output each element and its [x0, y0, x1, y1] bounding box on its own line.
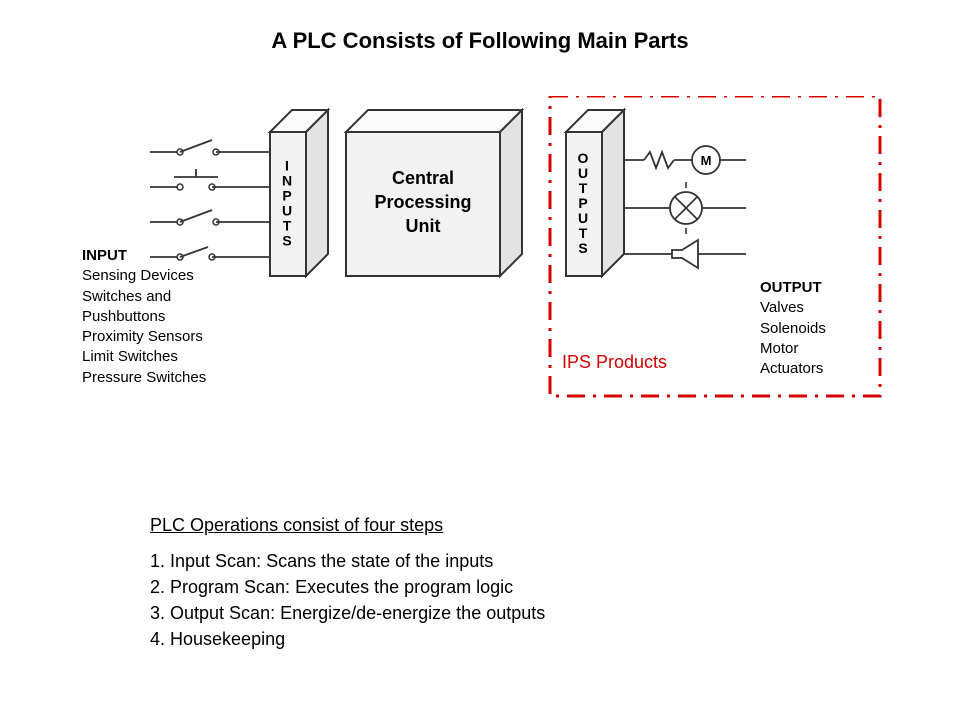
svg-text:Central: Central	[392, 168, 454, 188]
output-heading: OUTPUT	[760, 279, 822, 296]
svg-text:Unit: Unit	[406, 216, 441, 236]
output-line: Valves	[760, 299, 804, 316]
input-line: Limit Switches	[82, 348, 178, 365]
svg-text:OUTPUTS: OUTPUTS	[578, 150, 591, 256]
operation-step: 1. Input Scan: Scans the state of the in…	[150, 551, 493, 571]
operations-heading: PLC Operations consist of four steps	[150, 512, 443, 538]
input-line: Pressure Switches	[82, 369, 206, 386]
svg-text:M: M	[701, 153, 712, 168]
ips-products-label: IPS Products	[562, 352, 667, 373]
svg-text:Processing: Processing	[374, 192, 471, 212]
diagram-stage: { "title": "A PLC Consists of Following …	[0, 0, 960, 720]
page-title: A PLC Consists of Following Main Parts	[0, 28, 960, 54]
input-line: Proximity Sensors	[82, 328, 203, 345]
input-line: Sensing Devices	[82, 267, 194, 284]
output-line: Solenoids	[760, 320, 826, 337]
operation-step: 2. Program Scan: Executes the program lo…	[150, 577, 513, 597]
input-list: INPUT Sensing Devices Switches and Pushb…	[82, 246, 206, 388]
input-line: Switches and	[82, 288, 171, 305]
input-line: Pushbuttons	[82, 308, 165, 325]
operation-step: 3. Output Scan: Energize/de-energize the…	[150, 603, 545, 623]
operations-block: PLC Operations consist of four steps 1. …	[150, 512, 545, 652]
input-heading: INPUT	[82, 247, 127, 264]
operation-step: 4. Housekeeping	[150, 629, 285, 649]
output-line: Motor	[760, 340, 798, 357]
output-line: Actuators	[760, 360, 823, 377]
output-list: OUTPUT Valves Solenoids Motor Actuators	[760, 278, 826, 379]
